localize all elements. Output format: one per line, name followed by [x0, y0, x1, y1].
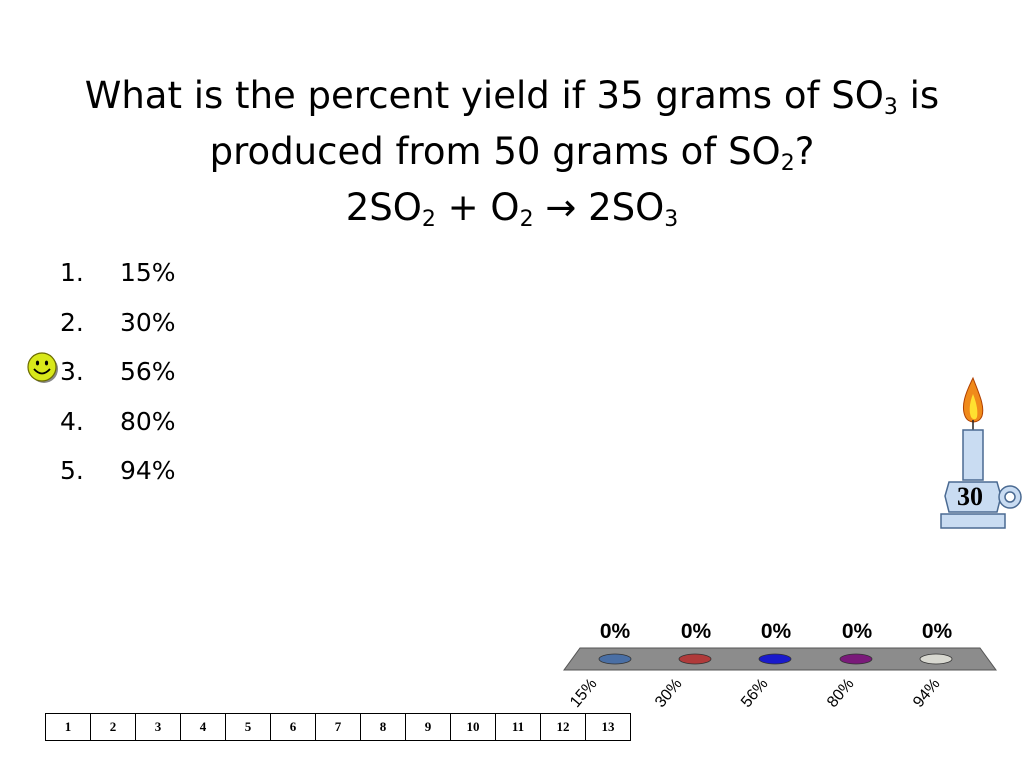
chemical-equation: 2SO2 + O2 → 2SO3	[345, 186, 679, 232]
bar-value-label-3: 0%	[760, 620, 792, 643]
participant-cell-4: 4	[180, 713, 226, 741]
participant-cell-3: 3	[135, 713, 181, 741]
question-line-1: What is the percent yield if 35 grams of…	[84, 74, 940, 120]
response-chart	[563, 647, 997, 671]
participant-cell-7: 7	[315, 713, 361, 741]
participant-cell-8: 8	[360, 713, 406, 741]
bar-value-label-4: 0%	[841, 620, 873, 643]
bar-3	[758, 653, 792, 665]
candle-timer-icon	[940, 376, 1022, 529]
smiley-icon	[27, 352, 58, 383]
bar-value-label-2: 0%	[680, 620, 712, 643]
participant-cell-2: 2	[90, 713, 136, 741]
bar-value-label-5: 0%	[921, 620, 953, 643]
bar-category-label-5: 94%	[910, 675, 944, 711]
bar-5	[919, 653, 953, 665]
participant-cell-6: 6	[270, 713, 316, 741]
bar-category-label-2: 30%	[652, 675, 686, 711]
participant-cell-12: 12	[540, 713, 586, 741]
bar-category-label-3: 56%	[738, 675, 772, 711]
participant-cell-11: 11	[495, 713, 541, 741]
timer-countdown: 30	[957, 482, 983, 511]
participant-cell-13: 13	[585, 713, 631, 741]
participant-cell-1: 1	[45, 713, 91, 741]
bar-category-label-4: 80%	[824, 675, 858, 711]
participant-cell-9: 9	[405, 713, 451, 741]
bar-2	[678, 653, 712, 665]
bar-4	[839, 653, 873, 665]
bar-1	[598, 653, 632, 665]
question-title: What is the percent yield if 35 grams of…	[60, 68, 964, 236]
question-line-2: produced from 50 grams of SO2?	[209, 130, 815, 176]
participant-grid: 1 2 3 4 5 6 7 8 9 10 11 12 13	[45, 713, 631, 741]
bar-category-label-1: 15%	[567, 675, 601, 711]
participant-cell-10: 10	[450, 713, 496, 741]
bar-value-label-1: 0%	[599, 620, 631, 643]
participant-cell-5: 5	[225, 713, 271, 741]
